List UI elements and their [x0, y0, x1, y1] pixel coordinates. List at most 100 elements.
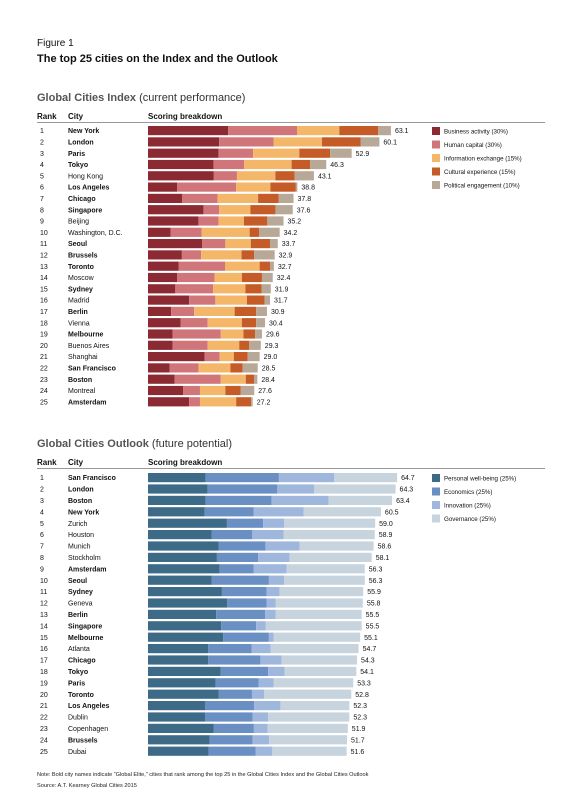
total-value-label: 51.7 — [351, 737, 365, 744]
bar-segment — [219, 137, 274, 147]
bar-segment — [284, 518, 376, 528]
city-label: Seoul — [68, 241, 87, 248]
bar-segment — [148, 329, 173, 339]
bar-segment — [277, 484, 315, 494]
bar-segment — [221, 587, 267, 597]
bar-segment — [258, 193, 279, 203]
city-label: Amsterdam — [68, 399, 107, 406]
total-value-label: 63.4 — [396, 498, 410, 505]
total-value-label: 29.3 — [265, 343, 279, 350]
index-title-bold: Global Cities Index — [37, 92, 137, 104]
bar-segment — [148, 182, 178, 192]
bar-segment — [148, 272, 178, 283]
bar-segment — [221, 621, 257, 631]
bar-segment — [203, 205, 220, 215]
bar-segment — [207, 340, 240, 350]
rank-label: 24 — [40, 388, 48, 395]
bar-segment — [148, 205, 204, 215]
outlook-header-rule — [37, 468, 545, 469]
outlook-title-bold: Global Cities Outlook — [37, 438, 149, 450]
bar-segment — [182, 193, 218, 203]
bar-segment — [177, 272, 215, 283]
bar-segment — [254, 250, 275, 260]
total-value-label: 27.6 — [258, 388, 272, 395]
bar-segment — [299, 148, 331, 158]
bar-segment — [213, 171, 237, 181]
bar-segment — [218, 689, 252, 699]
bar-segment — [169, 363, 199, 373]
bar-segment — [148, 473, 206, 483]
figure-label: Figure 1 — [37, 38, 74, 49]
bar-segment — [148, 340, 173, 350]
total-value-label: 31.9 — [275, 286, 289, 293]
rank-label: 13 — [40, 264, 48, 271]
bar-segment — [215, 295, 247, 305]
bar-segment — [218, 541, 266, 551]
rank-label: 11 — [40, 589, 47, 596]
bar-segment — [219, 205, 251, 215]
footnote: Note: Bold city names indicate “Global E… — [37, 772, 369, 778]
rank-label: 15 — [40, 635, 48, 642]
bar-segment — [220, 666, 269, 676]
bar-segment — [244, 159, 292, 170]
bar-segment — [271, 495, 329, 505]
bar-segment — [148, 295, 190, 305]
legend-label: Personal well-being (25%) — [444, 476, 516, 483]
bar-segment — [204, 352, 220, 362]
bar-segment — [213, 284, 246, 294]
bar-segment — [148, 239, 203, 249]
rank-label: 25 — [40, 399, 48, 406]
rank-label: 7 — [40, 544, 44, 551]
bar-segment — [148, 575, 212, 585]
total-value-label: 31.7 — [274, 298, 288, 305]
bar-segment — [273, 137, 323, 147]
legend-swatch — [432, 181, 440, 189]
total-value-label: 37.6 — [297, 207, 311, 214]
rank-label: 12 — [40, 253, 48, 260]
city-label: Chicago — [68, 196, 96, 203]
bar-segment — [270, 644, 359, 654]
bar-segment — [294, 171, 314, 181]
city-label: Montreal — [68, 388, 96, 395]
bar-segment — [251, 644, 271, 654]
bar-segment — [204, 701, 255, 711]
bar-segment — [269, 735, 348, 745]
bar-segment — [148, 250, 182, 260]
city-label: Boston — [68, 377, 92, 384]
bar-segment — [214, 272, 242, 283]
rank-label: 14 — [40, 275, 48, 282]
bar-segment — [148, 666, 221, 676]
bar-segment — [148, 171, 214, 181]
total-value-label: 32.7 — [278, 264, 292, 271]
bar-segment — [148, 193, 183, 203]
city-label: Chicago — [68, 658, 96, 665]
rank-label: 24 — [40, 737, 48, 744]
bar-segment — [148, 723, 214, 733]
legend-swatch — [432, 501, 440, 509]
bar-segment — [225, 261, 260, 271]
total-value-label: 29.6 — [266, 332, 280, 339]
bar-segment — [219, 352, 234, 362]
bar-segment — [148, 284, 176, 294]
bar-segment — [254, 701, 281, 711]
bar-segment — [265, 541, 300, 551]
rank-label: 16 — [40, 298, 48, 305]
bar-segment — [201, 250, 242, 260]
bar-segment — [220, 374, 246, 384]
bar-segment — [204, 507, 254, 517]
total-value-label: 27.2 — [257, 399, 271, 406]
bar-segment — [250, 239, 271, 249]
bar-segment — [253, 564, 287, 574]
bar-segment — [261, 272, 273, 283]
rank-label: 21 — [40, 354, 48, 361]
total-value-label: 35.2 — [288, 219, 302, 226]
bar-segment — [148, 397, 190, 407]
legend-label: Business activity (30%) — [444, 129, 508, 136]
bar-segment — [198, 363, 231, 373]
bar-segment — [268, 575, 285, 585]
bar-segment — [241, 318, 257, 328]
rank-label: 15 — [40, 286, 48, 293]
total-value-label: 58.9 — [379, 532, 393, 539]
bar-segment — [216, 552, 259, 562]
bar-segment — [148, 621, 222, 631]
